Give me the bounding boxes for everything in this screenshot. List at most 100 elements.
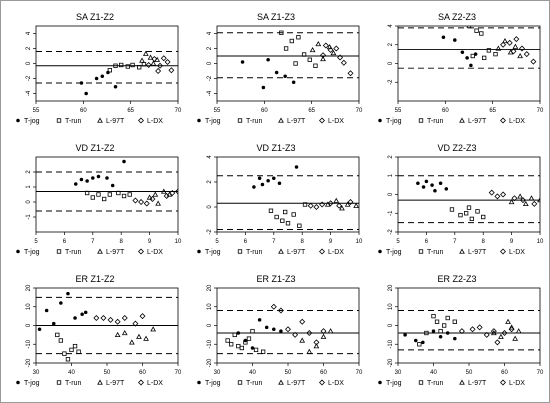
point-l-97t [121,329,128,336]
point-l-97t [327,328,334,334]
legend-label: T-run [427,118,443,125]
point-t-jog [100,74,105,79]
point-l-97t [512,43,519,49]
x-tick-label: 55 [214,108,221,114]
x-tick-label: 60 [442,108,449,114]
y-tick-label: 0 [388,61,394,65]
x-tick-label: 10 [175,239,182,245]
point-t-jog [252,185,256,189]
point-t-jog [66,291,70,296]
point-t-jog [266,57,270,62]
x-tick-label: 70 [175,108,182,114]
y-tick-label: 4 [207,155,213,159]
y-tick-label: 0 [388,192,394,196]
point-t-run [452,319,457,324]
point-l-dx [327,47,334,53]
point-t-run [279,30,284,35]
point-t-jog [240,60,245,64]
point-l-97t [147,54,154,60]
point-l-97t [498,333,504,339]
point-t-run [250,328,255,334]
point-t-run [458,212,463,218]
x-tick-label: 70 [356,108,363,114]
point-l-dx [145,62,152,68]
point-l-dx [121,315,128,321]
point-t-jog [113,84,118,89]
x-tick-label: 70 [537,108,544,114]
y-tick-label: 2 [388,42,394,46]
point-l-97t [309,46,316,53]
point-t-run [293,61,298,66]
legend-marker-l-97t [278,117,284,123]
point-l-dx [285,326,291,333]
legend-marker-t-jog [378,249,382,254]
x-tick-label: 65 [489,108,496,114]
data-points [225,303,334,354]
point-t-run [119,62,124,68]
point-l-dx [340,59,347,66]
point-l-dx [114,318,121,325]
point-l-97t [505,318,511,324]
legend-label: T-jog [205,118,221,125]
point-t-run [90,195,95,200]
point-l-dx [100,315,107,321]
legend-marker-t-jog [197,249,201,254]
panel-3: SA Z2-Z3 -2 0 2 4 55 60 65 70 T-jog T-run L-97T L-DX [378,12,544,125]
legend-marker-l-97t [278,248,284,254]
point-l-dx [319,201,326,208]
legend-marker-t-jog [378,380,382,385]
panel-4: VD Z1-Z2 -1 0 1 2 5 6 7 8 9 10 T-jog T-run L-97T L-DX [16,143,182,256]
point-l-dx [313,204,320,210]
y-tick-label: 10 [26,303,32,310]
point-l-dx [476,324,483,331]
point-t-run [296,35,301,40]
point-l-97t [143,335,149,341]
data-points [37,291,157,362]
point-l-dx [469,326,476,333]
point-t-jog [424,179,429,184]
legend-marker-l-dx [500,248,506,255]
point-t-run [289,38,294,44]
point-l-97t [136,333,142,339]
data-points [403,313,522,347]
x-tick-label: 6 [244,239,248,245]
point-t-jog [80,312,84,317]
point-l-dx [508,326,515,333]
data-points [416,179,540,222]
point-t-run [58,338,64,343]
legend-label: L-DX [509,380,525,387]
legend-marker-l-dx [500,117,506,124]
y-tick-label: 20 [207,284,213,291]
point-t-run [486,48,492,53]
panel-6: VD Z2-Z3 -2 -1 0 1 2 5 6 7 8 9 10 T-jog T-run L-97T L-D… [378,143,544,256]
x-tick-label: 60 [261,108,268,114]
legend-marker-t-jog [16,118,20,123]
y-tick-label: 2 [207,180,213,184]
legend-label: T-jog [386,118,402,125]
point-t-run [107,192,113,197]
point-t-jog [266,178,270,183]
point-t-run [297,223,302,228]
y-tick-label: 1 [388,173,394,177]
point-t-run [301,52,307,57]
x-tick-label: 40 [249,370,256,376]
point-t-run [260,349,266,354]
point-l-dx [511,195,518,202]
point-t-run [474,28,479,33]
legend-marker-t-jog [197,118,201,123]
plot-area [216,156,360,233]
legend-label: L-DX [328,249,344,256]
legend-label: T-run [427,249,443,256]
legend-label: T-jog [205,249,221,256]
x-tick-label: 30 [33,370,40,376]
legend: T-jog T-run L-97T L-DX [16,379,163,387]
y-tick-label: 4 [207,31,213,35]
point-t-run [466,205,472,210]
point-l-dx [132,320,139,327]
point-t-run [229,342,234,347]
y-tick-label: 0 [388,323,394,327]
x-tick-label: 60 [139,370,146,376]
point-t-run [481,214,486,220]
point-t-jog [438,334,443,339]
x-tick-label: 9 [329,239,333,245]
